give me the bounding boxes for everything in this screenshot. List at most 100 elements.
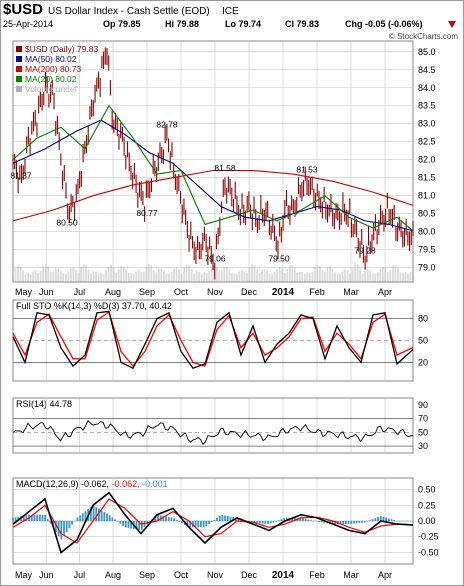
macd-histogram-bar <box>122 521 124 526</box>
price-tick-label: 85.0 <box>418 47 436 57</box>
volume-bar <box>319 265 321 282</box>
volume-bar <box>200 273 203 282</box>
volume-bar <box>62 273 65 282</box>
macd-histogram-bar <box>165 516 167 521</box>
volume-bar <box>72 267 75 282</box>
macd-histogram-bar <box>106 513 108 521</box>
macd-histogram-bar <box>116 521 119 522</box>
macd-histogram-bar <box>371 519 374 521</box>
macd-histogram-bar <box>181 521 184 524</box>
sto-tick-label: 50 <box>418 336 428 346</box>
macd-histogram-bar <box>237 518 240 521</box>
macd-histogram-bar <box>111 517 114 521</box>
volume-bar <box>286 269 289 282</box>
macd-histogram-bar <box>302 518 304 521</box>
macd-histogram-bar <box>283 518 286 521</box>
macd-histogram-bar <box>261 521 264 524</box>
x-axis-month-label: Apr <box>378 287 392 297</box>
volume-bar <box>205 273 208 282</box>
macd-histogram-bar <box>71 521 73 525</box>
macd-tick-label: -0.25 <box>418 532 439 542</box>
macd-histogram-bar <box>382 516 385 521</box>
legend-entry: Volume undef <box>25 84 78 94</box>
volume-bar <box>59 271 62 282</box>
high-value: Hi 79.88 <box>165 19 199 29</box>
volume-bar <box>95 271 97 282</box>
macd-tick-label: 0.25 <box>418 500 436 510</box>
volume-bar <box>354 264 357 282</box>
legend-swatch <box>16 56 22 62</box>
volume-bar <box>198 271 201 282</box>
macd-histogram-bar <box>366 521 369 522</box>
macd-tick-label: 0.00 <box>418 516 436 526</box>
macd-histogram-bar <box>331 521 334 525</box>
price-tick-label: 84.5 <box>418 65 436 75</box>
volume-bar <box>195 271 198 282</box>
volume-bar <box>37 272 40 282</box>
volume-bar <box>208 271 211 282</box>
volume-bar <box>130 273 133 282</box>
volume-bar <box>311 271 314 282</box>
volume-bar <box>359 268 362 282</box>
macd-histogram-bar <box>363 521 366 523</box>
macd-histogram-bar <box>358 521 361 523</box>
volume-bar <box>258 273 261 282</box>
macd-histogram-bar <box>293 517 296 521</box>
macd-histogram-bar <box>232 517 235 521</box>
macd-histogram-bar <box>33 514 36 521</box>
macd-histogram-bar <box>68 521 71 529</box>
price-annotation: 81.58 <box>214 163 236 173</box>
macd-histogram-bar <box>218 515 221 521</box>
volume-bar <box>185 264 188 282</box>
volume-bar <box>283 273 286 282</box>
volume-bar <box>281 268 284 282</box>
volume-bar <box>132 273 135 282</box>
rsi-tick-label: 70 <box>418 414 428 424</box>
volume-bar <box>243 271 246 282</box>
macd-histogram-bar <box>277 520 280 521</box>
price-annotation: 80.50 <box>56 218 78 228</box>
volume-bar <box>47 266 50 282</box>
volume-bar <box>288 265 291 282</box>
volume-bar <box>102 273 105 282</box>
macd-histogram-bar <box>76 517 79 521</box>
x-axis-month-label: Jun <box>39 287 54 297</box>
watermark: © StockCharts.com <box>389 32 458 41</box>
volume-bar <box>308 272 311 282</box>
legend-swatch <box>16 86 22 92</box>
macd-histogram-bar <box>344 521 347 525</box>
macd-histogram-bar <box>200 521 202 528</box>
x-axis-month-label: Aug <box>105 287 121 297</box>
rsi-tick-label: 30 <box>418 441 428 451</box>
macd-histogram-bar <box>55 521 57 532</box>
macd-histogram-bar <box>221 514 224 521</box>
volume-bar <box>180 273 183 282</box>
x-axis-month-label: 2014 <box>272 287 295 298</box>
macd-histogram-bar <box>100 510 103 521</box>
macd-histogram-bar <box>124 521 127 528</box>
volume-bar <box>49 271 52 282</box>
x-axis-month-label: Nov <box>207 570 224 580</box>
volume-bar <box>329 266 331 282</box>
macd-histogram-bar <box>154 516 157 521</box>
volume-bar <box>42 266 45 282</box>
volume-bar <box>87 269 90 282</box>
macd-histogram-bar <box>304 518 307 521</box>
volume-bar <box>152 270 155 282</box>
moving-average-line <box>12 169 414 222</box>
volume-bar <box>32 271 35 282</box>
volume-bar <box>241 269 243 282</box>
x-axis-month-label: May <box>15 570 33 580</box>
x-axis-month-label: Aug <box>105 570 121 580</box>
volume-bar <box>210 267 213 282</box>
macd-histogram-bar <box>315 521 318 522</box>
x-axis-month-label: Feb <box>309 570 325 580</box>
macd-histogram-bar <box>65 521 68 533</box>
volume-bar <box>27 273 29 282</box>
volume-bar <box>409 272 412 282</box>
macd-title-part: -0.062, <box>112 479 143 489</box>
macd-histogram-bar <box>178 521 181 522</box>
price-tick-label: 82.5 <box>418 137 436 147</box>
volume-bar <box>105 270 107 282</box>
macd-histogram-bar <box>79 515 82 521</box>
